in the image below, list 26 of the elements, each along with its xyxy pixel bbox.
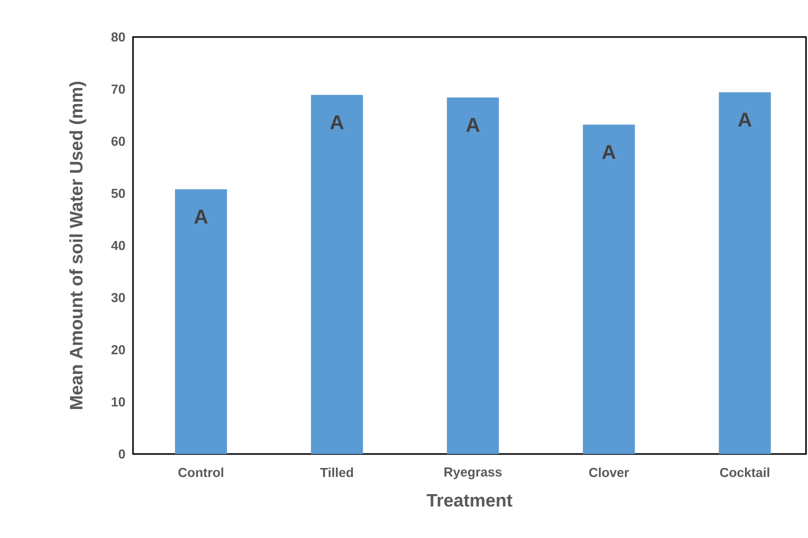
y-tick-label: 10	[112, 397, 125, 406]
y-tick-label: 60	[111, 136, 125, 146]
annotation: A	[194, 210, 208, 224]
annotation: A	[330, 115, 344, 130]
y-tick-label: 70	[112, 84, 125, 94]
bar	[582, 124, 635, 454]
y-axis-title: Mean Amount of soil Water Used (mm)	[69, 82, 86, 409]
x-axis-title: Treatment	[426, 494, 512, 507]
x-tick-label: Tilled	[320, 468, 353, 478]
bar	[446, 97, 499, 454]
y-tick-label: 20	[111, 345, 125, 354]
bar	[174, 189, 227, 454]
bar	[718, 92, 771, 454]
annotation: A	[738, 112, 752, 127]
x-tick-label: Clover	[589, 468, 629, 478]
y-tick-label: 40	[111, 240, 125, 250]
x-tick-label: Cocktail	[720, 468, 770, 478]
annotation: A	[466, 118, 480, 132]
x-tick-label: Control	[178, 468, 224, 478]
x-tick-label: Ryegrass	[444, 468, 502, 480]
y-tick-label: 30	[111, 293, 125, 302]
y-tick-label: 0	[118, 449, 125, 459]
y-tick-label: 50	[111, 188, 125, 198]
y-tick-label: 80	[111, 32, 125, 42]
bar	[310, 94, 363, 454]
annotation: A	[602, 145, 616, 159]
